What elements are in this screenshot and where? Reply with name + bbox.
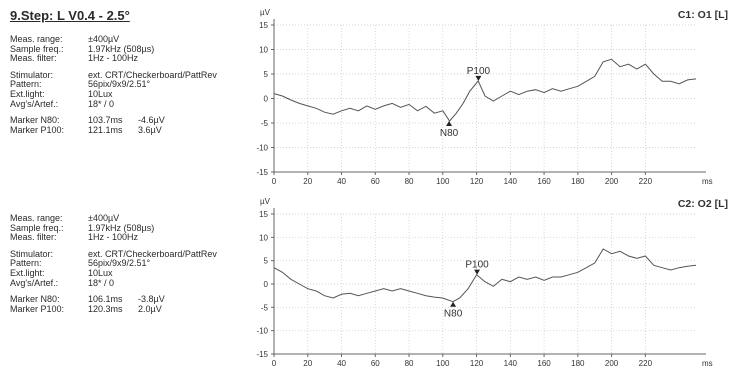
info-label: Avg's/Artef.: [10,98,59,109]
info-label: Avg's/Artef.: [10,277,59,288]
y-axis-unit: µV [260,197,271,206]
info-value: ±400µV [88,213,120,223]
info-value: 1.97kHz (508µs) [88,222,155,233]
marker-label: Marker N80: [10,115,60,126]
x-tick-label: 200 [605,359,619,368]
x-tick-label: 80 [405,177,414,186]
marker-n80 [450,301,457,307]
info-label: Sample freq.: [10,43,64,54]
info-label: Pattern: [10,79,42,90]
info-value: ext. CRT/Checkerboard/PattRev [88,69,217,80]
x-axis-unit: ms [702,177,713,186]
marker-p100 [474,269,481,275]
y-tick-label: 0 [264,95,269,104]
info-label: Meas. filter: [10,232,57,243]
y-tick-label: 5 [264,70,269,79]
x-tick-label: 100 [436,177,450,186]
x-tick-label: 120 [470,359,484,368]
y-tick-label: 10 [259,46,268,55]
y-tick-label: -5 [261,303,269,312]
chart-title: C1: O1 [L] [678,9,728,21]
info-value: ext. CRT/Checkerboard/PattRev [88,248,217,259]
marker-time: 106.1ms [88,294,123,305]
marker-time: 103.7ms [88,115,123,126]
x-tick-label: 100 [436,359,450,368]
info-label: Meas. filter: [10,53,57,64]
y-tick-label: 10 [259,233,268,242]
x-tick-label: 220 [639,359,653,368]
info-value: 18* / 0 [88,277,115,288]
step-title: 9.Step: L V0.4 - 2.5° [10,8,130,23]
chart-2 [271,208,706,357]
marker-p100 [475,75,482,81]
x-tick-label: 160 [537,359,551,368]
info-value: ±400µV [88,34,120,44]
marker-label-n80: N80 [440,128,459,139]
x-tick-label: 20 [303,177,312,186]
marker-label-n80: N80 [444,309,463,320]
marker-label: Marker N80: [10,294,60,305]
info-value: 10Lux [88,267,113,278]
x-tick-label: 180 [571,177,585,186]
x-tick-label: 180 [571,359,585,368]
y-tick-label: -15 [256,168,268,177]
marker-amplitude: 2.0µV [138,303,162,314]
marker-amplitude: 3.6µV [138,124,162,135]
x-tick-label: 0 [272,177,277,186]
info-value: 1Hz - 100Hz [88,232,139,243]
marker-label-p100: P100 [465,260,489,271]
info-value: 10Lux [88,88,113,99]
y-tick-label: -15 [256,350,268,359]
x-tick-label: 200 [605,177,619,186]
x-tick-label: 60 [371,359,380,368]
x-tick-label: 40 [337,177,346,186]
x-tick-label: 80 [405,359,414,368]
y-tick-label: 0 [264,280,269,289]
marker-amplitude: -3.8µV [138,294,165,305]
marker-label-p100: P100 [467,66,491,77]
x-axis-unit: ms [702,359,713,368]
x-tick-label: 140 [504,359,518,368]
marker-n80 [446,121,453,127]
y-axis-unit: µV [260,8,271,17]
info-value: 56pix/9x9/2.51° [88,79,151,90]
info-label: Ext.light: [10,267,45,278]
info-label: Sample freq.: [10,222,64,233]
marker-label: Marker P100: [10,124,65,135]
x-tick-label: 220 [639,177,653,186]
info-label: Meas. range: [10,213,63,223]
x-tick-label: 60 [371,177,380,186]
info-label: Pattern: [10,258,42,269]
waveform-line [273,58,697,122]
x-tick-label: 140 [504,177,518,186]
marker-time: 121.1ms [88,124,123,135]
y-tick-label: -10 [256,327,268,336]
x-tick-label: 40 [337,359,346,368]
info-label: Stimulator: [10,248,54,259]
x-tick-label: 20 [303,359,312,368]
x-tick-label: 0 [272,359,277,368]
chart-title: C2: O2 [L] [678,198,728,210]
marker-time: 120.3ms [88,303,123,314]
marker-label: Marker P100: [10,303,65,314]
x-tick-label: 120 [470,177,484,186]
info-label: Stimulator: [10,69,54,80]
waveform-line [273,248,697,303]
info-value: 18* / 0 [88,98,115,109]
y-tick-label: 15 [259,210,268,219]
chart-1 [271,19,706,175]
y-tick-label: -5 [261,119,269,128]
info-value: 1.97kHz (508µs) [88,43,155,54]
marker-amplitude: -4.6µV [138,115,165,126]
y-tick-label: 5 [264,257,269,266]
info-value: 56pix/9x9/2.51° [88,258,151,269]
info-label: Ext.light: [10,88,45,99]
info-label: Meas. range: [10,34,63,44]
y-tick-label: 15 [259,21,268,30]
y-tick-label: -10 [256,144,268,153]
info-value: 1Hz - 100Hz [88,53,139,64]
x-tick-label: 160 [537,177,551,186]
